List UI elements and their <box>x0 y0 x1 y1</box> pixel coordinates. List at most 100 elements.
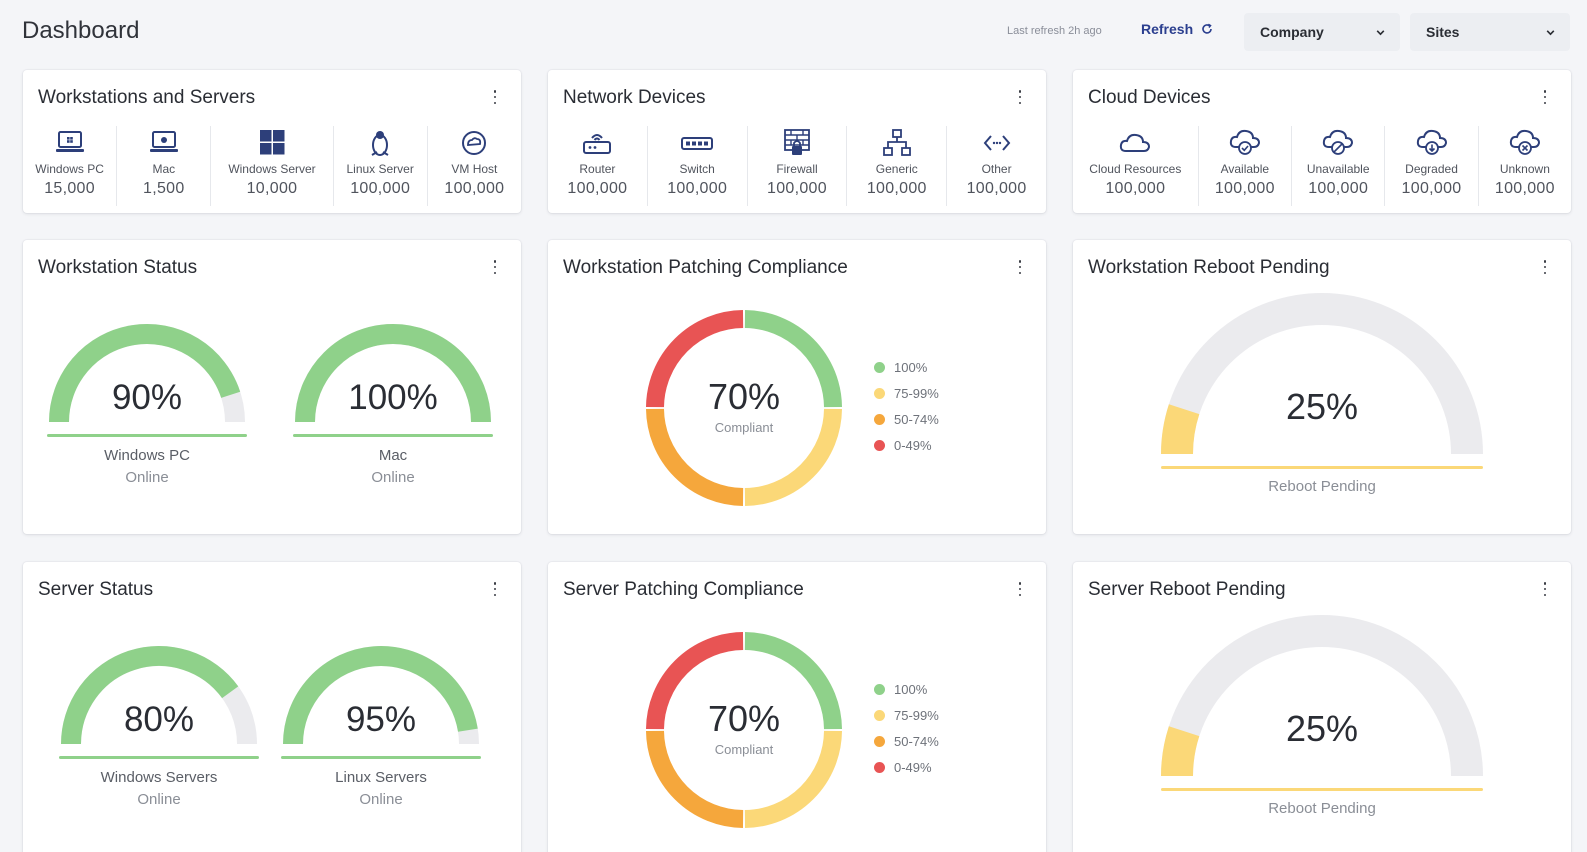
legend-dot <box>874 413 885 425</box>
device-other[interactable]: Other 100,000 <box>946 126 1046 206</box>
code-brackets-icon <box>983 135 1010 151</box>
gauge-name: Linux Servers <box>335 769 427 786</box>
device-router[interactable]: Router 100,000 <box>548 126 647 206</box>
gauge-fill <box>283 646 478 745</box>
more-options-icon[interactable] <box>1014 582 1026 596</box>
device-label: Mac <box>152 162 176 176</box>
device-available[interactable]: Available 100,000 <box>1197 126 1291 206</box>
device-cloud-resources[interactable]: Cloud Resources 100,000 <box>1073 126 1198 206</box>
device-generic[interactable]: Generic 100,000 <box>846 126 946 206</box>
device-vm-host[interactable]: VM Host 100,000 <box>426 126 521 206</box>
server-patching-card: Server Patching Compliance 70% Compliant… <box>548 562 1046 852</box>
legend-dot <box>874 361 885 373</box>
device-linux-server[interactable]: Linux Server 100,000 <box>332 126 427 206</box>
device-label: Cloud Resources <box>1089 162 1182 176</box>
legend-dot <box>874 709 885 721</box>
switch-icon <box>681 137 714 150</box>
more-options-icon[interactable] <box>489 582 501 596</box>
legend: 100% 75-99% 50-74% 0-49% <box>874 676 939 780</box>
more-options-icon[interactable] <box>489 90 501 104</box>
gauge-windows-servers: 80% Windows Servers Online <box>59 644 259 814</box>
more-options-icon[interactable] <box>1539 260 1551 274</box>
gauge-fill <box>49 324 241 423</box>
gauge-status: Online <box>371 469 415 486</box>
gauge-linux-servers: 95% Linux Servers Online <box>281 644 481 814</box>
gauge-status: Online <box>125 469 169 486</box>
laptop-apple-icon <box>149 131 178 152</box>
device-label: Router <box>579 162 616 176</box>
device-mac[interactable]: Mac 1,500 <box>116 126 210 206</box>
donut-sub-label: Compliant <box>714 420 774 435</box>
donut-value: 70% <box>707 698 781 739</box>
linux-penguin-icon <box>371 131 389 156</box>
device-firewall[interactable]: Firewall 100,000 <box>746 126 847 206</box>
device-list: Cloud Resources 100,000 Available 100,00… <box>1073 126 1571 206</box>
device-count: 100,000 <box>1401 180 1462 197</box>
device-windows-server[interactable]: Windows Server 10,000 <box>210 126 332 206</box>
card-title: Network Devices <box>563 87 706 108</box>
gauge-status: Online <box>137 791 181 808</box>
device-list: Windows PC 15,000 Mac 1,500 Windows Serv… <box>23 126 521 206</box>
device-count: 100,000 <box>1494 180 1555 197</box>
workstation-reboot-card: Workstation Reboot Pending 25% Reboot Pe… <box>1073 240 1571 534</box>
gauge-name: Mac <box>378 447 408 464</box>
device-label: Windows Server <box>228 162 316 176</box>
device-unknown[interactable]: Unknown 100,000 <box>1477 126 1571 206</box>
sites-select-value: Sites <box>1426 24 1460 40</box>
card-title: Workstation Status <box>38 257 198 278</box>
page-title: Dashboard <box>22 17 140 44</box>
vm-cloud-icon <box>462 131 487 155</box>
device-count: 100,000 <box>1214 180 1275 197</box>
card-title: Server Reboot Pending <box>1088 579 1286 600</box>
more-options-icon[interactable] <box>489 260 501 274</box>
device-label: Switch <box>679 162 715 176</box>
device-degraded[interactable]: Degraded 100,000 <box>1384 126 1477 206</box>
gauge-value: 100% <box>348 378 438 417</box>
refresh-button[interactable]: Refresh <box>1141 21 1213 37</box>
device-unavailable[interactable]: Unavailable 100,000 <box>1291 126 1384 206</box>
network-devices-card: Network Devices Router 100,000 Switch 10… <box>548 70 1046 213</box>
gauge-baseline <box>1161 788 1483 791</box>
refresh-label: Refresh <box>1141 21 1194 37</box>
sites-select[interactable]: Sites <box>1410 13 1570 51</box>
more-options-icon[interactable] <box>1014 90 1026 104</box>
device-label: Firewall <box>776 162 818 176</box>
device-count: 100,000 <box>767 180 827 197</box>
device-label: Unavailable <box>1306 162 1370 176</box>
device-count: 1,500 <box>143 180 185 197</box>
gauge-name: Windows Servers <box>100 769 218 786</box>
card-title: Workstations and Servers <box>38 87 256 108</box>
device-count: 100,000 <box>350 180 411 197</box>
device-windows-pc[interactable]: Windows PC 15,000 <box>23 126 116 206</box>
gauge-fill <box>61 646 239 745</box>
legend-label: 75-99% <box>894 385 939 401</box>
legend-item: 100% <box>874 676 939 702</box>
donut-segment-3 <box>646 310 744 408</box>
gauge-value: 25% <box>1285 386 1359 427</box>
company-select[interactable]: Company <box>1244 13 1400 51</box>
gauge-baseline <box>293 434 493 437</box>
device-label: VM Host <box>451 162 498 176</box>
device-count: 100,000 <box>1105 180 1166 197</box>
company-select-value: Company <box>1260 24 1324 40</box>
server-reboot-card: Server Reboot Pending 25% Reboot Pending <box>1073 562 1571 852</box>
more-options-icon[interactable] <box>1539 582 1551 596</box>
gauge-name: Windows PC <box>104 447 190 464</box>
last-refresh-text: Last refresh 2h ago <box>1007 25 1102 37</box>
gauge-value: 25% <box>1285 708 1359 749</box>
device-label: Degraded <box>1405 162 1458 176</box>
more-options-icon[interactable] <box>1014 260 1026 274</box>
donut-segment-0 <box>744 632 842 730</box>
donut-segment-2 <box>646 408 744 506</box>
more-options-icon[interactable] <box>1539 90 1551 104</box>
legend-dot <box>874 761 885 773</box>
device-label: Generic <box>875 162 918 176</box>
workstations-servers-card: Workstations and Servers Windows PC 15,0… <box>23 70 521 213</box>
gauge-value: 95% <box>345 700 417 739</box>
device-count: 10,000 <box>246 180 298 197</box>
legend-item: 75-99% <box>874 702 939 728</box>
card-title: Workstation Reboot Pending <box>1088 257 1330 278</box>
card-title: Server Status <box>38 579 154 600</box>
device-count: 15,000 <box>44 180 95 197</box>
device-switch[interactable]: Switch 100,000 <box>646 126 747 206</box>
